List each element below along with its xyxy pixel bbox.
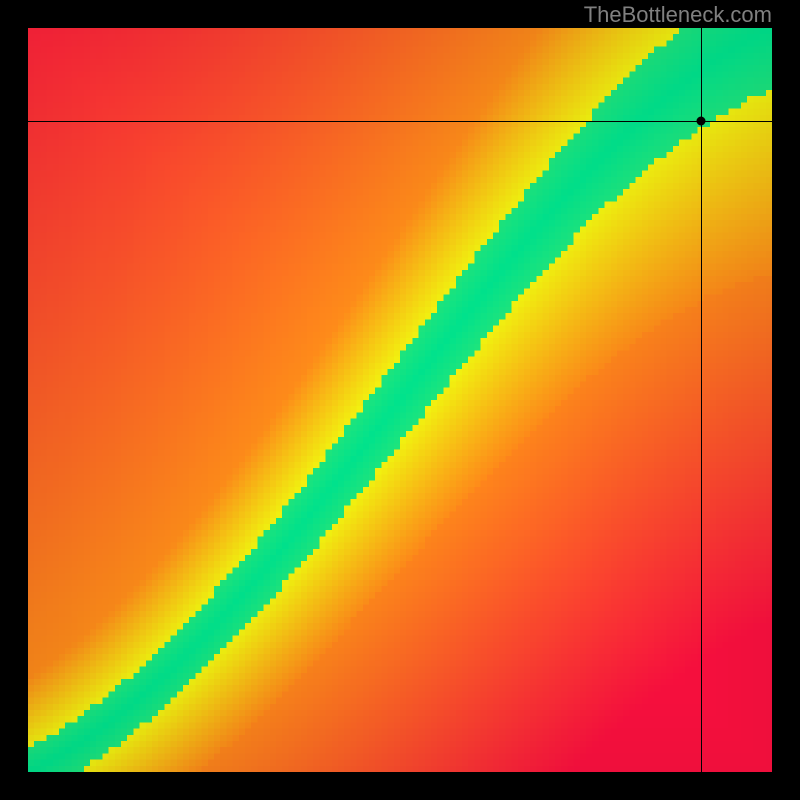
crosshair-horizontal	[28, 121, 772, 122]
heatmap-canvas	[28, 28, 772, 772]
bottleneck-heatmap	[28, 28, 772, 772]
crosshair-vertical	[701, 28, 702, 772]
watermark-text: TheBottleneck.com	[584, 2, 772, 28]
crosshair-marker	[697, 117, 706, 126]
